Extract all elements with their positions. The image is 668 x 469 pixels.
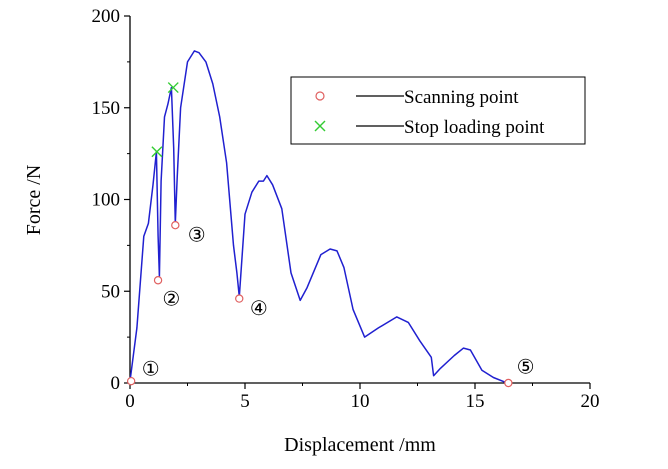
annotations: ① ② ③ ④ ⑤: [142, 222, 535, 380]
stop-loading-point-marker: [151, 146, 163, 158]
point-annotation: ②: [162, 287, 180, 311]
legend-scanning-marker: [315, 91, 325, 101]
point-annotation: ④: [250, 296, 268, 320]
legend-box: [290, 76, 586, 145]
legend-stop-label: Stop loading point: [404, 117, 545, 138]
x-tick-label: 15: [466, 391, 485, 412]
force-curve-line: [129, 50, 508, 384]
scanning-point-marker: [504, 378, 513, 388]
legend: Scanning point Stop loading point: [290, 76, 586, 145]
x-tick-label: 0: [125, 391, 135, 412]
point-annotation: ①: [142, 356, 160, 380]
x-tick-label: 5: [240, 391, 250, 412]
series: [129, 50, 508, 384]
y-tick-label: 100: [92, 190, 121, 211]
y-tick-label: 50: [101, 281, 120, 302]
x-tick-label: 10: [351, 391, 370, 412]
y-tick-label: 150: [92, 98, 121, 119]
stop-loading-x-stroke: [151, 146, 163, 158]
stop-loading-x-stroke: [167, 82, 179, 94]
point-annotation: ⑤: [517, 354, 535, 378]
x-axis-title: Displacement /mm: [284, 434, 436, 456]
y-tick-label: 0: [111, 373, 121, 394]
y-axis-title: Force /N: [23, 165, 45, 236]
legend-stop-marker: [314, 120, 326, 132]
scanning-point-marker: [171, 220, 180, 230]
scanning-point-marker: [235, 294, 244, 303]
x-tick-label: 20: [581, 391, 600, 412]
stop-loading-point-marker: [167, 82, 179, 94]
markers: [126, 82, 513, 388]
legend-scanning-label: Scanning point: [404, 87, 519, 108]
y-tick-label: 200: [92, 6, 121, 27]
scanning-point-marker: [126, 376, 136, 386]
point-annotation: ③: [188, 222, 206, 246]
scanning-point-marker: [153, 276, 163, 285]
